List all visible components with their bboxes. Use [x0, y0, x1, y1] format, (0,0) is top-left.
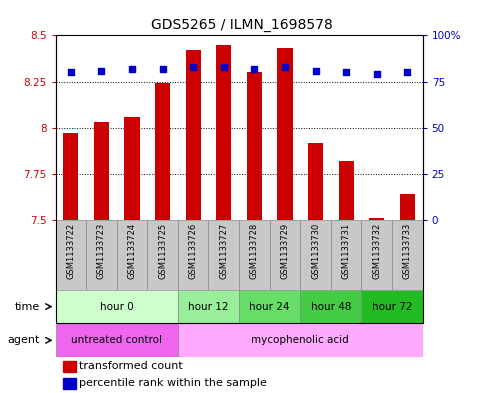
Bar [63, 361, 76, 373]
Text: GSM1133722: GSM1133722 [66, 222, 75, 279]
Point [251, 66, 258, 72]
Bar [361, 290, 423, 323]
Point [312, 67, 319, 73]
Bar [247, 72, 262, 220]
Text: GDS5265 / ILMN_1698578: GDS5265 / ILMN_1698578 [151, 18, 332, 32]
Bar [392, 220, 423, 290]
Text: percentile rank within the sample: percentile rank within the sample [79, 378, 267, 388]
Bar [56, 323, 178, 357]
Bar [361, 220, 392, 290]
Bar [308, 143, 323, 220]
Point [220, 64, 227, 70]
Text: time: time [15, 301, 40, 312]
Point [98, 67, 105, 73]
Point [281, 64, 289, 70]
Text: GSM1133724: GSM1133724 [128, 222, 137, 279]
Bar [331, 220, 361, 290]
Bar [178, 220, 209, 290]
Text: GSM1133732: GSM1133732 [372, 222, 381, 279]
Bar [185, 50, 201, 220]
Bar [369, 219, 384, 220]
Point [67, 69, 75, 75]
Bar [56, 220, 86, 290]
Text: hour 24: hour 24 [249, 301, 290, 312]
Bar [155, 83, 170, 220]
Text: GSM1133725: GSM1133725 [158, 222, 167, 279]
Bar [63, 378, 76, 389]
Text: GSM1133723: GSM1133723 [97, 222, 106, 279]
Text: hour 72: hour 72 [372, 301, 412, 312]
Bar [400, 195, 415, 220]
Text: hour 48: hour 48 [311, 301, 351, 312]
Bar [270, 220, 300, 290]
Bar [178, 323, 423, 357]
Text: GSM1133731: GSM1133731 [341, 222, 351, 279]
Point [159, 66, 167, 72]
Text: GSM1133729: GSM1133729 [281, 222, 289, 279]
Text: GSM1133726: GSM1133726 [189, 222, 198, 279]
Text: hour 12: hour 12 [188, 301, 229, 312]
Point [189, 64, 197, 70]
Text: GSM1133733: GSM1133733 [403, 222, 412, 279]
Bar [239, 290, 300, 323]
Bar [277, 48, 293, 220]
Bar [86, 220, 117, 290]
Text: mycophenolic acid: mycophenolic acid [251, 335, 349, 345]
Bar [178, 290, 239, 323]
Text: GSM1133730: GSM1133730 [311, 222, 320, 279]
Bar [63, 133, 78, 220]
Text: untreated control: untreated control [71, 335, 162, 345]
Text: GSM1133727: GSM1133727 [219, 222, 228, 279]
Text: transformed count: transformed count [79, 362, 183, 371]
Bar [147, 220, 178, 290]
Bar [94, 122, 109, 220]
Text: agent: agent [8, 335, 40, 345]
Bar [125, 117, 140, 220]
Bar [56, 290, 178, 323]
Bar [117, 220, 147, 290]
Bar [209, 220, 239, 290]
Point [128, 66, 136, 72]
Bar [239, 220, 270, 290]
Bar [300, 290, 361, 323]
Text: hour 0: hour 0 [100, 301, 134, 312]
Bar [339, 161, 354, 220]
Point [373, 71, 381, 77]
Text: GSM1133728: GSM1133728 [250, 222, 259, 279]
Point [403, 69, 411, 75]
Bar [216, 45, 231, 220]
Point [342, 69, 350, 75]
Bar [300, 220, 331, 290]
